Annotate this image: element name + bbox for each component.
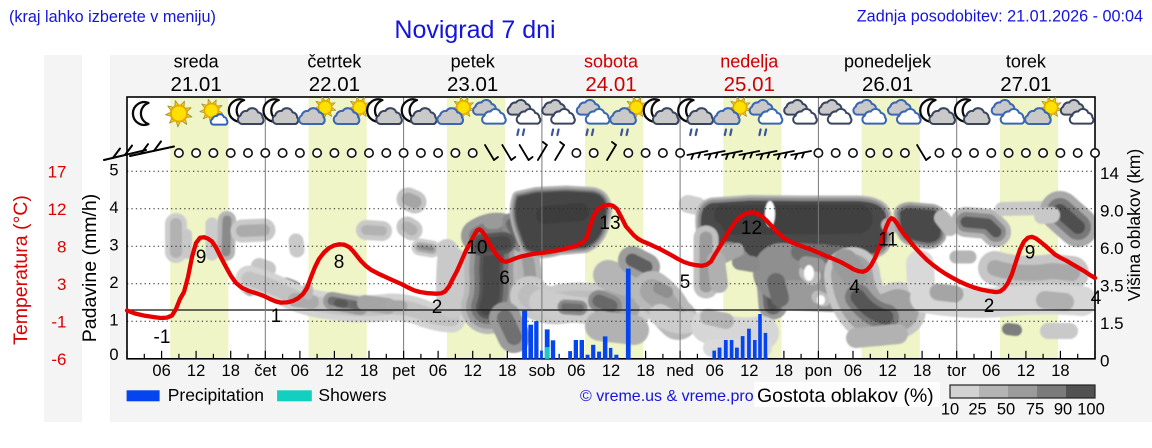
svg-text:12: 12 — [1017, 362, 1035, 380]
svg-text:12: 12 — [187, 362, 205, 380]
svg-text:12: 12 — [48, 200, 67, 219]
svg-text:sob: sob — [529, 362, 556, 380]
svg-text:© vreme.us & vreme.pro: © vreme.us & vreme.pro — [580, 388, 754, 405]
svg-text:06: 06 — [982, 362, 1000, 380]
svg-text:50: 50 — [997, 401, 1015, 419]
svg-text:Zadnja posodobitev: 21.01.2026: Zadnja posodobitev: 21.01.2026 - 00:04 — [857, 8, 1143, 26]
svg-text:12: 12 — [325, 362, 343, 380]
svg-text:Višina oblakov (km): Višina oblakov (km) — [1124, 149, 1144, 301]
svg-text:75: 75 — [1026, 401, 1044, 419]
svg-text:06: 06 — [291, 362, 309, 380]
svg-text:sreda: sreda — [174, 52, 220, 72]
svg-text:4: 4 — [849, 277, 860, 298]
svg-text:12: 12 — [878, 362, 896, 380]
svg-text:1.5: 1.5 — [1100, 314, 1124, 333]
svg-text:četrtek: četrtek — [307, 52, 362, 72]
svg-text:2: 2 — [984, 296, 995, 317]
svg-text:18: 18 — [775, 362, 793, 380]
svg-text:18: 18 — [636, 362, 654, 380]
svg-text:Gostota oblakov (%): Gostota oblakov (%) — [757, 385, 934, 407]
svg-text:90: 90 — [1054, 401, 1072, 419]
svg-text:tor: tor — [947, 362, 967, 380]
svg-text:18: 18 — [1051, 362, 1069, 380]
svg-text:pet: pet — [392, 362, 415, 380]
svg-text:6: 6 — [499, 268, 510, 289]
svg-text:12: 12 — [602, 362, 620, 380]
svg-text:ned: ned — [666, 362, 694, 380]
svg-text:10: 10 — [941, 401, 959, 419]
svg-text:čet: čet — [254, 362, 276, 380]
svg-text:pon: pon — [805, 362, 833, 380]
svg-text:23.01: 23.01 — [447, 73, 498, 96]
svg-text:3.5: 3.5 — [1100, 277, 1124, 296]
svg-text:18: 18 — [913, 362, 931, 380]
svg-text:9: 9 — [196, 247, 207, 268]
svg-text:26.01: 26.01 — [862, 73, 913, 96]
svg-text:12: 12 — [741, 218, 762, 239]
svg-text:nedelja: nedelja — [720, 52, 779, 72]
svg-text:8: 8 — [57, 238, 66, 257]
svg-text:5: 5 — [109, 161, 118, 179]
svg-text:1: 1 — [109, 311, 118, 329]
svg-text:torek: torek — [1006, 52, 1047, 72]
svg-text:21.01: 21.01 — [170, 73, 221, 96]
svg-text:100: 100 — [1077, 401, 1105, 419]
svg-text:5: 5 — [680, 272, 691, 293]
svg-text:11: 11 — [878, 230, 898, 251]
svg-text:10: 10 — [466, 238, 487, 259]
svg-text:9: 9 — [1025, 243, 1036, 264]
svg-text:17: 17 — [48, 163, 67, 182]
svg-text:sobota: sobota — [584, 52, 639, 72]
svg-text:06: 06 — [152, 362, 170, 380]
svg-text:24.01: 24.01 — [585, 73, 636, 96]
svg-text:petek: petek — [451, 52, 496, 72]
svg-text:6.0: 6.0 — [1100, 239, 1124, 258]
svg-text:Padavine (mm/h): Padavine (mm/h) — [79, 194, 101, 342]
svg-text:18: 18 — [498, 362, 516, 380]
svg-text:14: 14 — [1100, 164, 1119, 183]
svg-text:-1: -1 — [51, 313, 66, 332]
svg-text:1: 1 — [271, 306, 282, 327]
svg-text:22.01: 22.01 — [309, 73, 360, 96]
svg-text:(kraj lahko izberete v meniju): (kraj lahko izberete v meniju) — [9, 8, 216, 26]
svg-text:12: 12 — [740, 362, 758, 380]
svg-text:25: 25 — [968, 401, 986, 419]
svg-text:06: 06 — [567, 362, 585, 380]
svg-text:06: 06 — [844, 362, 862, 380]
svg-text:13: 13 — [599, 213, 620, 234]
svg-text:3: 3 — [109, 236, 118, 254]
svg-text:18: 18 — [360, 362, 378, 380]
svg-text:9.0: 9.0 — [1100, 202, 1124, 221]
svg-text:Precipitation: Precipitation — [168, 385, 264, 405]
svg-text:0: 0 — [109, 346, 118, 364]
svg-text:4: 4 — [109, 199, 118, 217]
svg-text:8: 8 — [334, 252, 345, 273]
svg-text:25.01: 25.01 — [724, 73, 775, 96]
svg-text:4: 4 — [1091, 288, 1102, 309]
svg-text:06: 06 — [429, 362, 447, 380]
svg-text:2: 2 — [432, 297, 443, 318]
svg-text:Temperatura (°C): Temperatura (°C) — [10, 195, 32, 345]
svg-text:ponedeljek: ponedeljek — [844, 52, 932, 72]
svg-text:3: 3 — [57, 275, 66, 294]
svg-text:0: 0 — [1100, 352, 1109, 371]
svg-text:Novigrad 7 dni: Novigrad 7 dni — [394, 16, 555, 44]
svg-text:27.01: 27.01 — [1000, 73, 1051, 96]
svg-text:2: 2 — [109, 274, 118, 292]
svg-text:18: 18 — [222, 362, 240, 380]
svg-text:12: 12 — [464, 362, 482, 380]
svg-text:-6: -6 — [51, 350, 66, 369]
svg-text:-1: -1 — [154, 327, 171, 348]
svg-text:06: 06 — [706, 362, 724, 380]
svg-text:Showers: Showers — [318, 385, 386, 405]
